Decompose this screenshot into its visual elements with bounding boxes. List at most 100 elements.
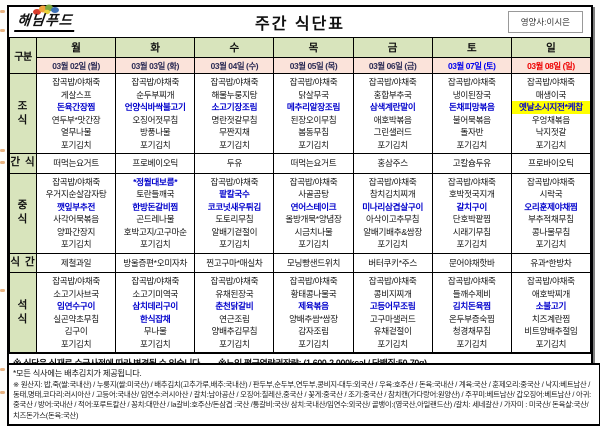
menu-item: 참치김치찌개 <box>369 189 416 199</box>
menu-item: 잡곡밥/야채죽 <box>52 276 100 286</box>
menu-item: 올방개묵*양념장 <box>285 214 342 224</box>
menu-item: 연두부*맛간장 <box>51 114 101 125</box>
page-title: 주간 식단표 <box>254 16 346 33</box>
menu-item: 열무나물 <box>60 127 92 137</box>
menu-item: 홍합부추국 <box>373 89 412 100</box>
menu-item: 호박젓국지개 <box>448 189 495 199</box>
menu-cell: 잡곡밥/야채죽 해물누룽지탕 소고기장조림 명란젓갈무침 무짠지채 포기김치 <box>194 73 275 154</box>
menu-item: 포기김치 <box>219 139 250 150</box>
footnote-box: *모든 식사에는 배추김치가 제공됩니다. ※ 원산지: 밥,죽(쌀:국내산) … <box>7 363 600 426</box>
meal-row-lunch: 중 식 잡곡밥/야채죽 우거지순살감자탕 깻잎부추전 사각어묵볶음 양파간장지 포기김치 *정… <box>9 172 592 254</box>
menu-item: 잡곡밥/야채죽 <box>368 176 417 187</box>
menu-item: 홍삼주스 <box>377 158 408 168</box>
date-cell: 03월 02일 (월) <box>35 57 117 74</box>
menu-cell: 잡곡밥/야채죽 호박젓국지개 갈치구이 단호박팥찜 시래기무침 포기김치 <box>431 172 512 254</box>
menu-item: 토란들깨국 <box>136 189 175 199</box>
menu-item-special: 돈채피망볶음 <box>448 102 495 112</box>
menu-item: 명란젓갈무침 <box>211 114 258 125</box>
menu-item: 우거지순살감자탕 <box>45 189 107 199</box>
menu-item: 버터쿠키*주스 <box>368 257 417 268</box>
menu-cell: 잡곡밥/야채죽 팥칼국수 코코넛새우튀김 도토리무침 알배기겉절이 포기김치 <box>194 172 275 254</box>
menu-cell: 고칼슘두유 <box>431 153 512 174</box>
menu-item-special: 코코넛새우튀김 <box>207 201 262 212</box>
menu-item-special: *정월대보름* <box>133 176 178 187</box>
menu-cell: 유과*한방차 <box>510 252 592 273</box>
menu-item-special: 소불고기 <box>535 301 567 311</box>
menu-item: 포기김치 <box>219 338 250 349</box>
menu-item: 애호박볶음 <box>373 114 412 125</box>
menu-item: 포기김치 <box>377 338 408 349</box>
nutritionist-box: 영양사:이시은 <box>507 11 583 33</box>
menu-item: 잡곡밥/야채죽 <box>368 276 417 286</box>
menu-item-special: 오리훈제야채찜 <box>524 201 578 212</box>
menu-item-special: 춘천닭갈비 <box>215 301 254 311</box>
menu-item: 실곤약초무침 <box>53 313 99 324</box>
menu-item-special: 삼색계란말이 <box>369 102 416 112</box>
menu-item: 순두부찌개 <box>136 89 175 100</box>
menu-cell: 떠먹는요거트 <box>273 153 354 174</box>
menu-item: 잡곡밥/야채죽 <box>447 176 496 187</box>
menu-item: 시래기무침 <box>452 226 491 237</box>
menu-cell: 잡곡밥/야채죽 사골곰탕 연어스테이크 올방개묵*양념장 시금치나물 포기김치 <box>273 172 354 254</box>
day-header-3: 수 <box>194 37 275 58</box>
menu-cell: 잡곡밥/야채죽 소고기미역국 삼치데리구이 한식잡채 무나물 포기김치 <box>115 272 196 353</box>
menu-table: 구분 월 화 수 목 금 토 일 03월 02일 (월) 03월 03일 (화) 03월 04일 (… <box>9 37 592 353</box>
menu-item-special: 한방돈갈비찜 <box>132 201 179 212</box>
menu-item: 포기김치 <box>219 239 250 249</box>
menu-item: 잡곡밥/야채죽 <box>447 77 496 87</box>
date-cell: 03월 04일 (수) <box>194 57 275 74</box>
menu-item: 알배기겉절이 <box>211 226 258 237</box>
menu-table-head: 구분 월 화 수 목 금 토 일 03월 02일 (월) 03월 03일 (화) 03월 04일 (… <box>9 37 592 74</box>
menu-item: 문어야채핫바 <box>448 257 495 268</box>
menu-item: 시금치나물 <box>294 226 333 237</box>
menu-cell: 잡곡밥/야채죽 냉이된장국 돈채피망볶음 불어묵볶음 돌자반 포기김치 <box>431 73 512 154</box>
menu-item: 김구이 <box>64 326 88 336</box>
menu-item: 단호박팥찜 <box>452 214 491 224</box>
menu-item: 콩나물무침 <box>531 226 570 237</box>
menu-item: 잡곡밥/야채죽 <box>210 77 259 87</box>
menu-item: 포기김치 <box>139 239 171 249</box>
menu-item-special: 삼치데리구이 <box>132 301 179 311</box>
menu-item: 불어묵볶음 <box>452 114 491 125</box>
menu-cell: 방울증편*오미자차 <box>115 252 196 273</box>
menu-item: 잡곡밥/야채죽 <box>289 176 338 187</box>
scan-artifact <box>0 10 5 13</box>
meal-row-snack-am: 간 식 떠먹는요거트 프로베이오틱 두유 떠먹는요거트 홍삼주스 고칼슘두유 프로바이오틱 <box>9 153 592 174</box>
scan-artifact <box>0 391 5 394</box>
menu-item: 소고기미역국 <box>132 288 179 299</box>
menu-item: 잡곡밥/야채죽 <box>289 77 338 87</box>
menu-cell: 잡곡밥/야채죽 시락국 오리훈제야채찜 부추적채무침 콩나물무침 포기김치 <box>510 172 592 254</box>
menu-item: 떠먹는요거트 <box>290 158 337 168</box>
menu-item: 애호박찌개 <box>531 288 570 299</box>
menu-item: 잡곡밥/야채죽 <box>131 77 180 87</box>
menu-item: 포기김치 <box>456 239 488 249</box>
corner-label: 구분 <box>9 37 37 74</box>
day-header-6: 토 <box>431 37 512 58</box>
menu-item-special: 언양식바싹불고기 <box>124 102 186 112</box>
menu-item: 돌자반 <box>460 127 484 137</box>
scan-artifact <box>0 161 5 164</box>
menu-table-body: 조 식 잡곡밥/야채죽 게살스프 돈육간장찜 연두부*맛간장 열무나물 포기김치 잡곡밥/야채… <box>9 73 592 353</box>
meal-row-breakfast: 조 식 잡곡밥/야채죽 게살스프 돈육간장찜 연두부*맛간장 열무나물 포기김치 잡곡밥/야채… <box>9 73 592 154</box>
menu-cell: 잡곡밥/야채죽 우거지순살감자탕 깻잎부추전 사각어묵볶음 양파간장지 포기김치 <box>35 172 117 254</box>
menu-cell: 잡곡밥/야채죽 참치김치찌개 미나리삼겹살구이 아삭이고추무침 알배기배추&쌈장 포기김치 <box>352 172 433 254</box>
menu-cell: 떠먹는요거트 <box>35 153 117 174</box>
logo: 해님푸드 <box>14 4 76 32</box>
menu-item: 무나물 <box>143 326 167 336</box>
kimchi-note: *모든 식사에는 배추김치가 제공됩니다. <box>13 369 142 378</box>
menu-item: 온두부증숙찜 <box>448 313 495 324</box>
menu-cell: 찐고구마*매실차 <box>194 252 275 273</box>
menu-item-special: 메추리알장조림 <box>286 102 341 112</box>
menu-item: 포기김치 <box>535 338 567 349</box>
menu-item: 포기김치 <box>456 338 488 349</box>
menu-item: 포기김치 <box>377 139 408 150</box>
menu-item-special: 깻잎부추전 <box>57 201 96 212</box>
menu-item: 감자조림 <box>298 326 329 336</box>
menu-item: 포기김치 <box>298 338 329 349</box>
menu-item: 포기김치 <box>456 139 488 150</box>
menu-item: 알배기배추&쌈장 <box>363 226 422 237</box>
date-cell: 03월 03일 (화) <box>115 57 196 74</box>
menu-cell: 잡곡밥/야채죽 순두부찌개 언양식바싹불고기 오징어젓무침 방풍나물 포기김치 <box>115 73 196 154</box>
menu-item: 사각어묵볶음 <box>53 214 99 224</box>
day-header-7: 일 <box>510 37 592 58</box>
